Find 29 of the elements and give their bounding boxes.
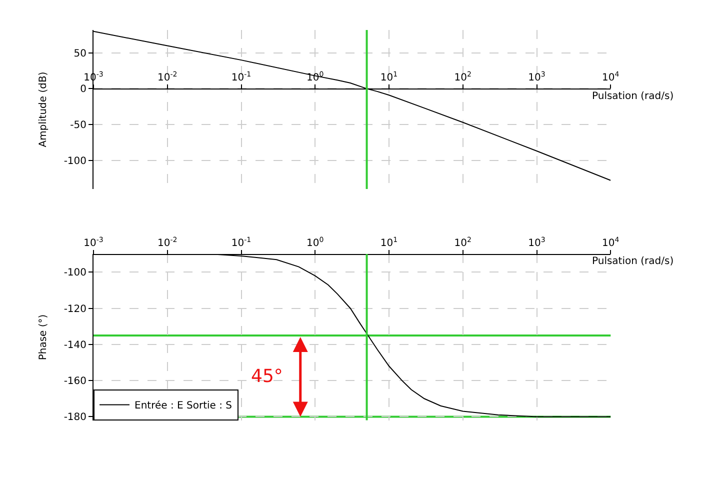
y-tick-label: -180 [64,412,87,424]
legend-label: Entrée : E Sortie : S [134,400,232,412]
x-tick-label: 10$^{-1}$ [231,236,252,250]
x-tick-label: 10$^{0}$ [306,236,324,250]
x-tick-label: 10$^{4}$ [602,236,620,250]
y-tick-label: -100 [64,156,87,167]
x-tick-label: 10$^{-3}$ [84,236,104,250]
x-tick-label: 10$^{-2}$ [158,70,178,84]
annotation: 45° [251,366,283,387]
y-tick-label: 0 [80,84,87,96]
y-tick-label: -160 [64,376,87,388]
y-tick-label: -50 [70,120,87,132]
x-tick-label: 10$^{-1}$ [231,70,252,84]
x-tick-label: 10$^{2}$ [454,70,472,84]
x-tick-label: 10$^{-2}$ [158,236,178,250]
x-axis-title: Pulsation (rad/s) [592,256,674,267]
y-tick-label: -140 [64,340,87,351]
y-tick-label: 50 [74,48,87,60]
y-tick-label: -120 [64,304,87,315]
x-tick-label: 10$^{2}$ [454,236,472,250]
x-tick-label: 10$^{3}$ [528,236,546,250]
x-tick-label: 10$^{3}$ [528,70,546,84]
y-axis-title: Phase (°) [38,314,49,360]
x-tick-label: 10$^{4}$ [602,70,620,84]
y-axis-title: Amplitude (dB) [38,72,49,148]
x-tick-label: 10$^{1}$ [380,236,398,250]
y-tick-label: -100 [64,268,87,279]
x-axis-title: Pulsation (rad/s) [592,91,674,102]
x-tick-label: 10$^{1}$ [380,70,398,84]
